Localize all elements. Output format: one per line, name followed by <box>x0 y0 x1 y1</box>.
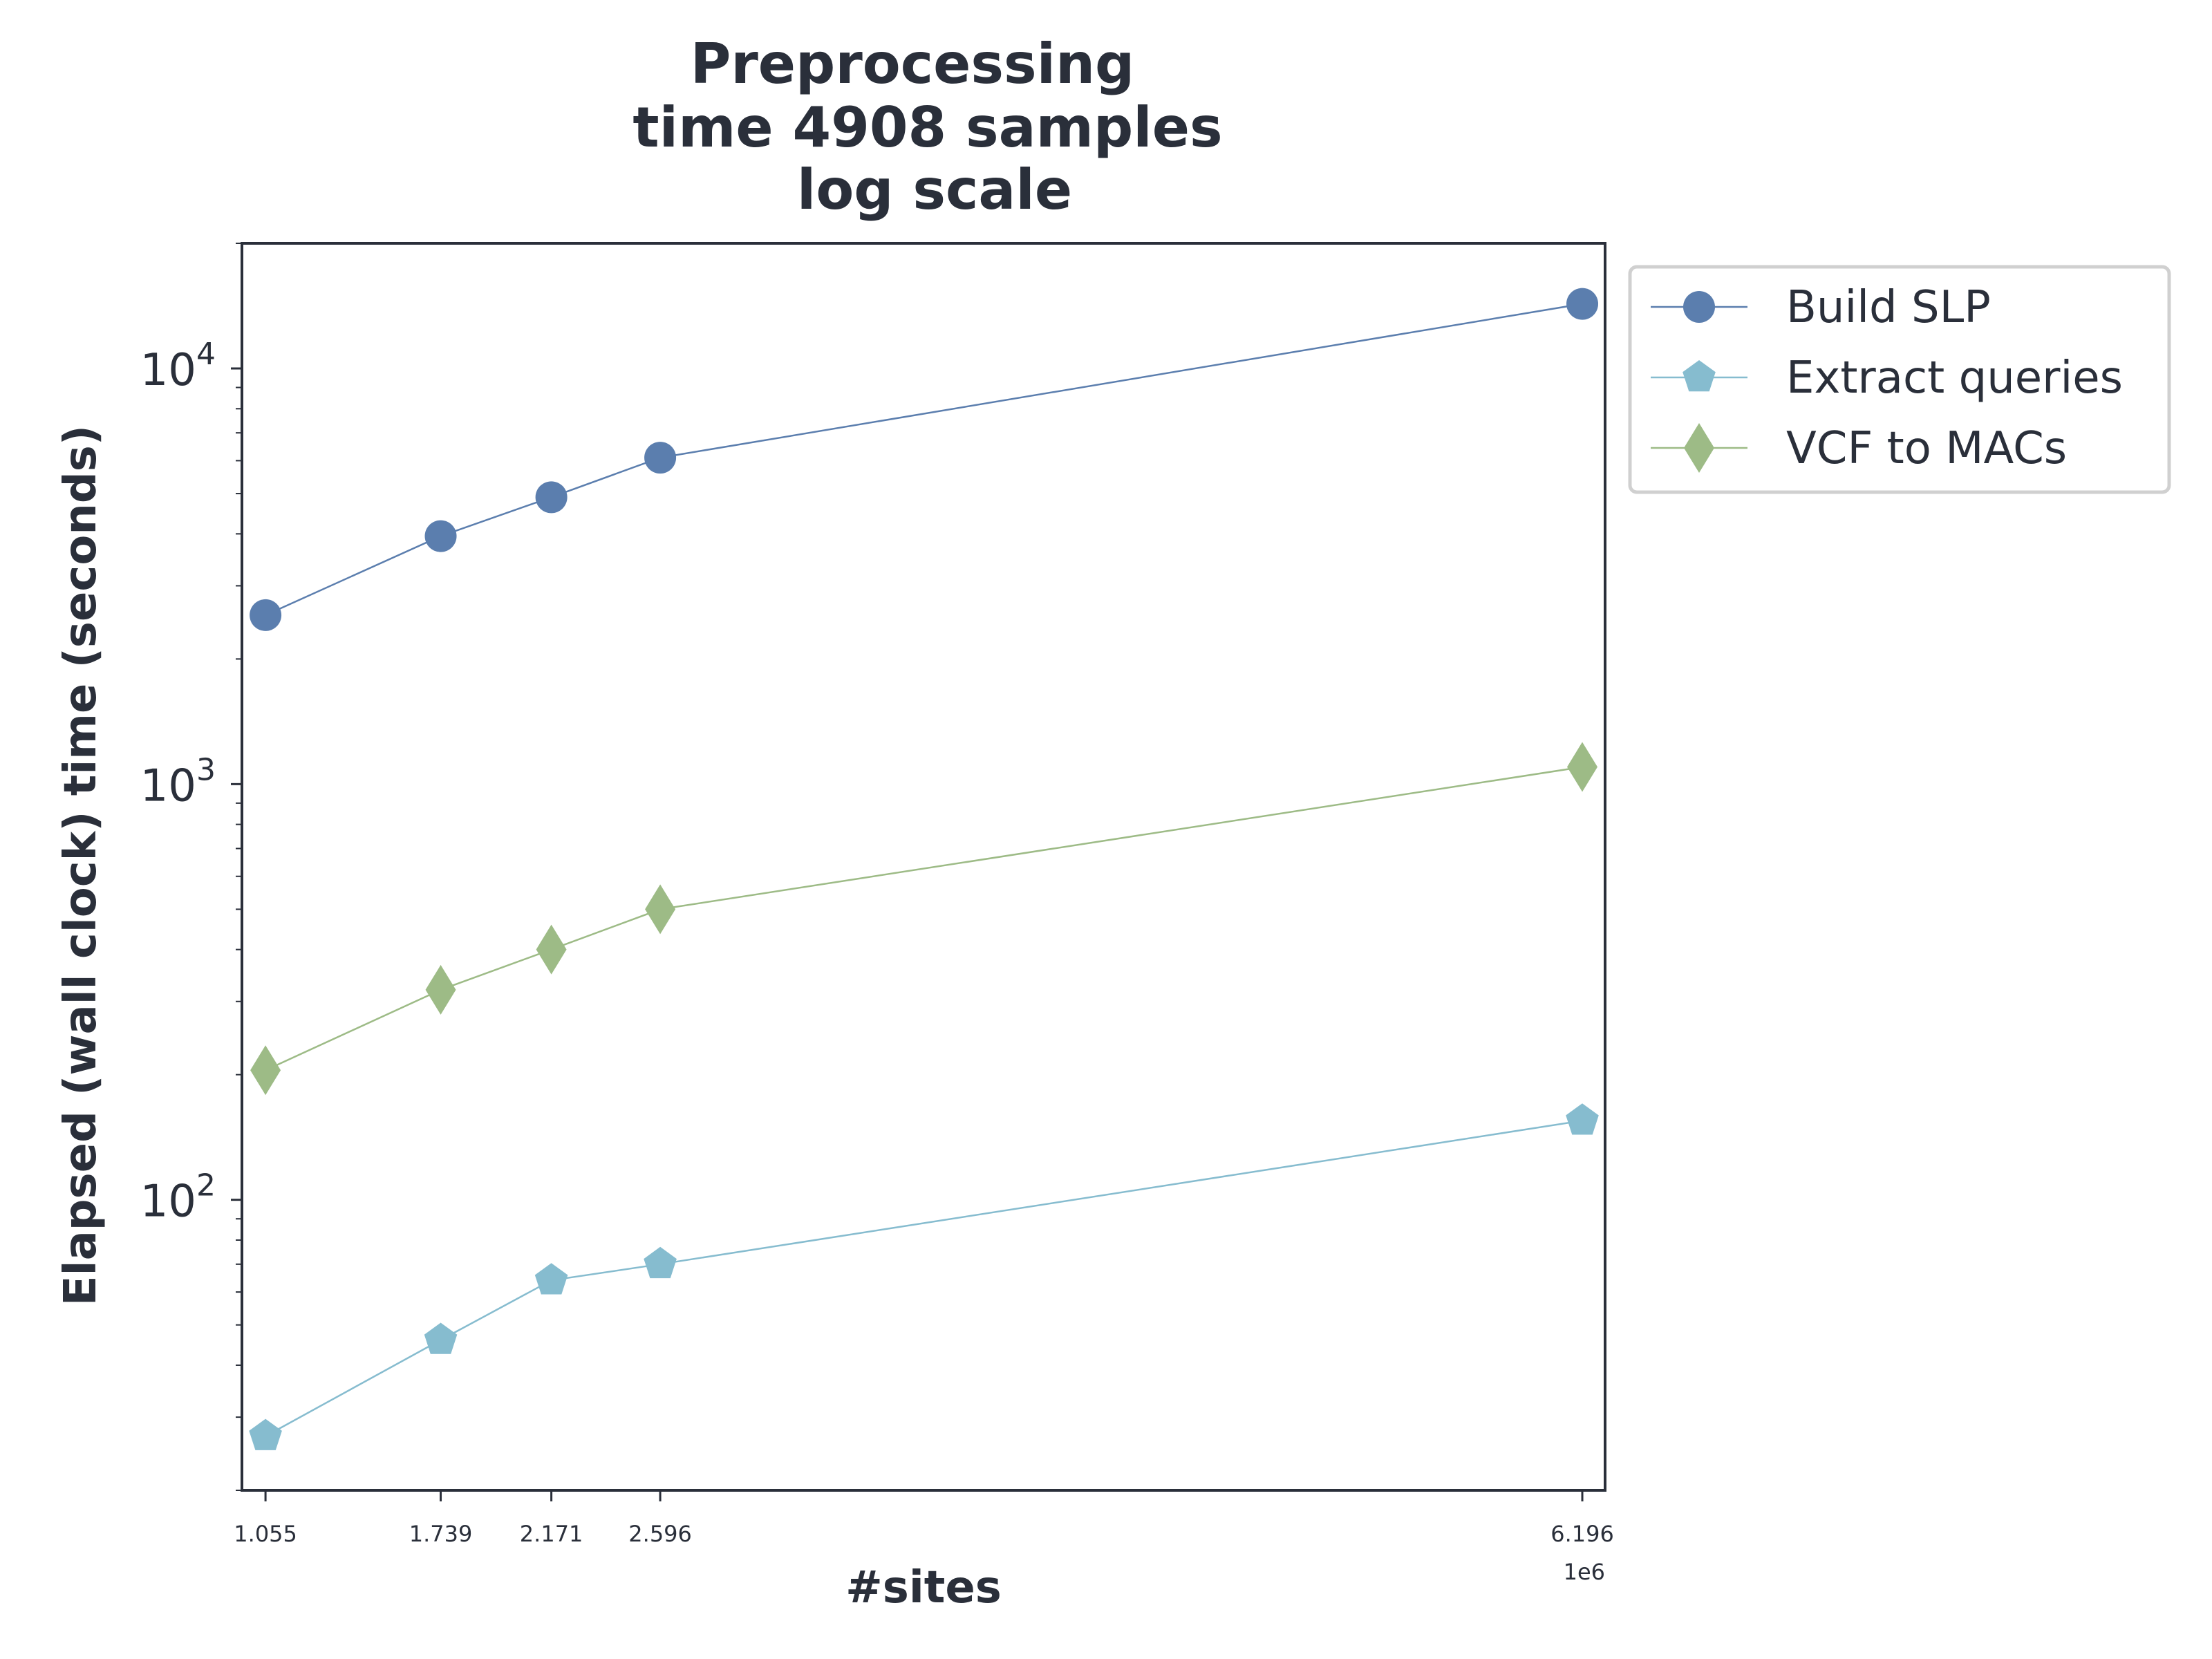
x-tick-label-3: 2.596 <box>628 1521 692 1547</box>
data-point-0-2 <box>535 481 568 514</box>
data-point-1-1 <box>424 1322 458 1354</box>
x-tick-label-2: 2.171 <box>520 1521 583 1547</box>
y-tick-exponent: 3 <box>196 752 216 787</box>
data-point-2-0 <box>250 1045 281 1096</box>
chart-title-line-2: time 4908 samples <box>632 95 1222 160</box>
y-tick-exponent: 2 <box>196 1168 216 1203</box>
chart-title-line-1: Preprocessing <box>691 32 1135 96</box>
legend-label-1: Extract queries <box>1786 353 2123 404</box>
y-axis-label: Elapsed (wall clock) time (seconds) <box>55 425 106 1306</box>
data-point-0-0 <box>250 599 282 631</box>
series-line-0 <box>265 303 1583 617</box>
data-point-0-4 <box>1566 288 1599 320</box>
x-tick-label-0: 1.055 <box>234 1521 297 1547</box>
y-tick-label-2: 104 <box>140 337 216 396</box>
legend-label-2: VCF to MACs <box>1786 423 2067 474</box>
x-tick-label-4: 6.196 <box>1550 1521 1614 1547</box>
data-point-0-3 <box>644 442 677 474</box>
legend-label-0: Build SLP <box>1786 282 1991 333</box>
legend-frame <box>1628 265 2171 494</box>
series-markers <box>249 288 1599 1450</box>
data-point-1-3 <box>644 1246 677 1279</box>
data-point-1-2 <box>534 1263 568 1295</box>
x-axis-ticks: 1.055 1.739 2.171 2.596 6.196 <box>234 1490 1614 1547</box>
x-axis-label: #sites <box>845 1562 1002 1613</box>
x-tick-label-1: 1.739 <box>409 1521 473 1547</box>
data-point-1-4 <box>1566 1103 1599 1135</box>
y-tick-exponent: 4 <box>196 337 216 372</box>
chart-title-line-3: log scale <box>797 158 1072 222</box>
series-line-2 <box>265 766 1583 1071</box>
data-point-2-4 <box>1567 742 1598 792</box>
legend-marker-0 <box>1683 291 1715 323</box>
data-point-2-1 <box>425 964 456 1015</box>
y-tick-base: 10 <box>140 345 196 396</box>
series-line-1 <box>265 1119 1583 1437</box>
series-lines <box>265 303 1583 1437</box>
data-point-2-3 <box>645 884 676 935</box>
legend-marker-2 <box>1684 423 1714 473</box>
chart-title: Preprocessing time 4908 samples log scal… <box>632 32 1222 222</box>
y-tick-base: 10 <box>140 1177 196 1228</box>
data-point-2-2 <box>536 924 567 975</box>
y-tick-base: 10 <box>140 760 196 812</box>
y-tick-label-1: 103 <box>140 752 216 812</box>
legend-marker-1 <box>1683 360 1716 392</box>
legend: Build SLP Extract queries VCF to MACs <box>1628 265 2171 494</box>
data-point-1-0 <box>249 1418 282 1450</box>
data-point-0-1 <box>424 520 457 552</box>
x-axis-offset-label: 1e6 <box>1564 1559 1605 1585</box>
plot-frame <box>241 242 1606 1492</box>
y-tick-label-0: 102 <box>140 1168 216 1228</box>
